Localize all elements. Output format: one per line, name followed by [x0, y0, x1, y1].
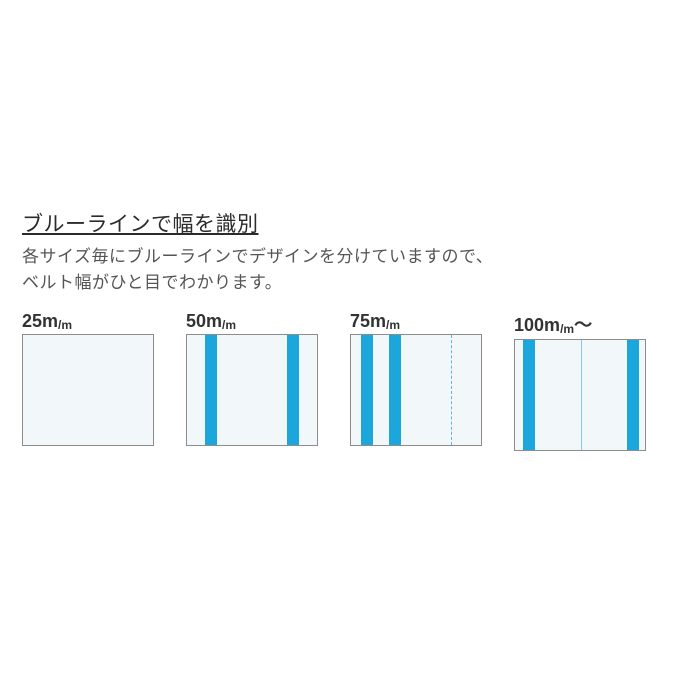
swatch-100mm [514, 339, 646, 451]
sample-25mm: 25m/m [22, 311, 154, 451]
label-suffix: ～ [574, 315, 592, 335]
blue-stripe [523, 340, 535, 450]
panel-title: ブルーラインで幅を識別 [22, 208, 672, 238]
label-unit: m/m [206, 311, 236, 331]
label-unit: m/m [370, 311, 400, 331]
desc-line-1: 各サイズ毎にブルーラインでデザインを分けていますので、 [22, 247, 493, 266]
blue-stripe [389, 335, 401, 445]
label-number: 100 [514, 315, 544, 335]
sample-label: 75m/m [350, 311, 482, 332]
swatch-50mm [186, 334, 318, 446]
desc-line-2: ベルト幅がひと目でわかります。 [22, 273, 282, 292]
label-unit: m/m [544, 315, 574, 335]
blue-stripe [627, 340, 639, 450]
sample-100mm: 100m/m～ [514, 311, 646, 451]
label-unit: m/m [42, 311, 72, 331]
sample-label: 50m/m [186, 311, 318, 332]
panel-description: 各サイズ毎にブルーラインでデザインを分けていますので、 ベルト幅がひと目でわかり… [22, 244, 672, 297]
blue-stripe [361, 335, 373, 445]
swatch-tint [23, 335, 153, 445]
sample-label: 25m/m [22, 311, 154, 332]
swatch-25mm [22, 334, 154, 446]
infographic-panel: ブルーラインで幅を識別 各サイズ毎にブルーラインでデザインを分けていますので、 … [22, 208, 672, 451]
label-number: 25 [22, 311, 42, 331]
sample-75mm: 75m/m [350, 311, 482, 451]
label-number: 75 [350, 311, 370, 331]
swatch-75mm [350, 334, 482, 446]
samples-row: 25m/m 50m/m 75m/m 100m/m～ [22, 311, 672, 451]
blue-thin-line [581, 340, 582, 450]
blue-stripe [287, 335, 299, 445]
sample-label: 100m/m～ [514, 311, 646, 337]
label-number: 50 [186, 311, 206, 331]
sample-50mm: 50m/m [186, 311, 318, 451]
blue-stripe [205, 335, 217, 445]
blue-dashed-line [451, 335, 452, 445]
